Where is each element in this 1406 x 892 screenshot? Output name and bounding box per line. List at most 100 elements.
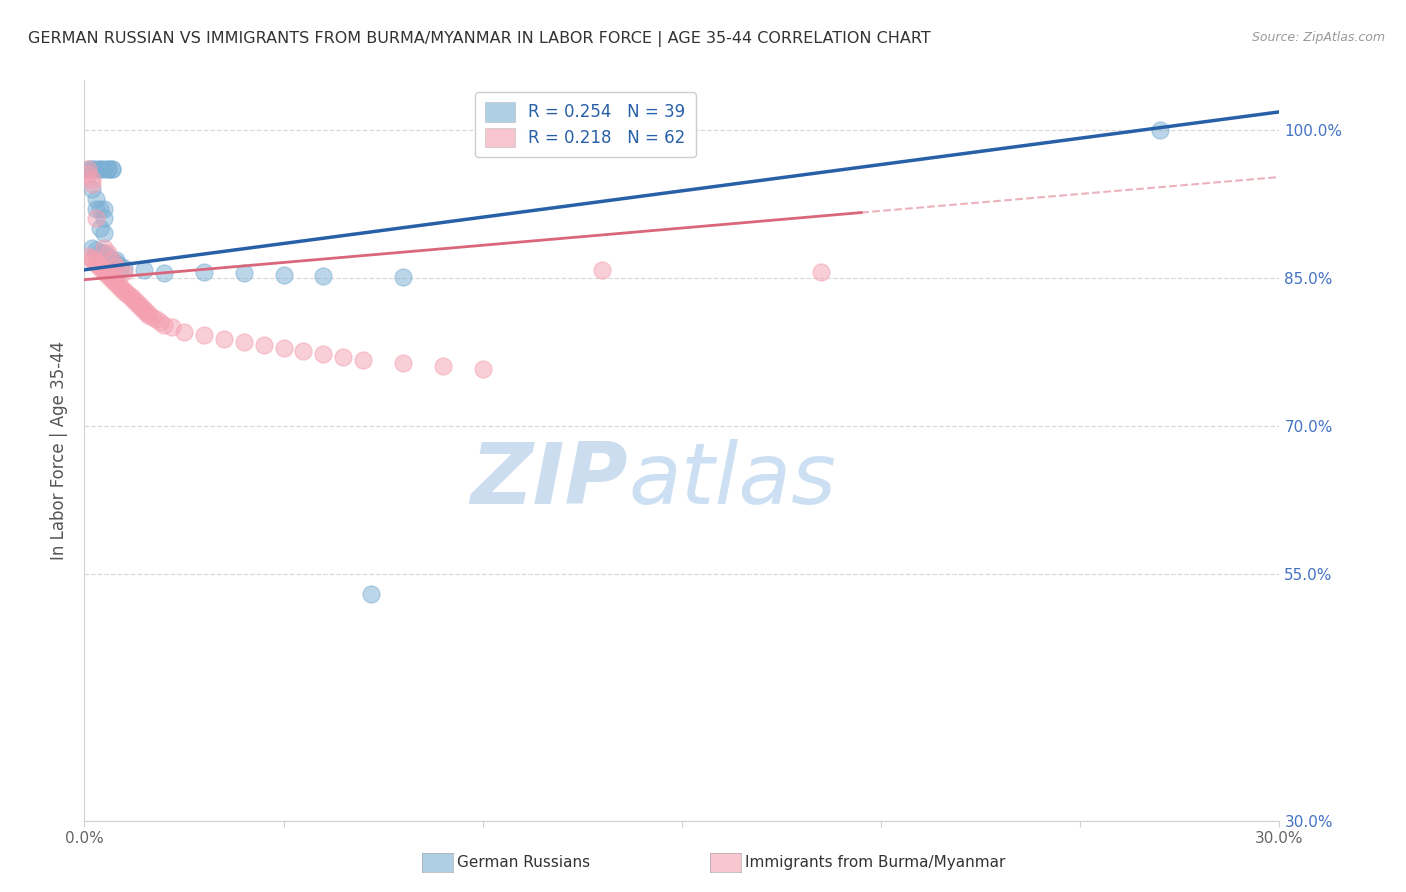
Point bbox=[352, 352, 374, 367]
Point bbox=[110, 278, 132, 293]
Point bbox=[97, 162, 120, 177]
Point bbox=[1149, 122, 1171, 136]
Point bbox=[89, 259, 111, 273]
Text: GERMAN RUSSIAN VS IMMIGRANTS FROM BURMA/MYANMAR IN LABOR FORCE | AGE 35-44 CORRE: GERMAN RUSSIAN VS IMMIGRANTS FROM BURMA/… bbox=[28, 31, 931, 47]
Point bbox=[193, 328, 215, 343]
Point bbox=[125, 294, 148, 309]
Point bbox=[149, 315, 172, 329]
Point bbox=[132, 304, 156, 318]
Point bbox=[101, 162, 124, 177]
Point bbox=[432, 359, 454, 373]
Point bbox=[121, 290, 143, 304]
Point bbox=[101, 273, 124, 287]
Point bbox=[105, 275, 128, 289]
Point bbox=[82, 252, 104, 267]
Point bbox=[105, 252, 128, 267]
Point bbox=[153, 266, 176, 280]
Point bbox=[105, 256, 128, 270]
Point bbox=[160, 320, 183, 334]
Point bbox=[105, 277, 128, 291]
Point bbox=[86, 162, 108, 177]
Point bbox=[212, 332, 235, 346]
Point bbox=[82, 172, 104, 186]
Point bbox=[136, 308, 159, 322]
Point bbox=[132, 302, 156, 317]
Point bbox=[82, 182, 104, 196]
Point bbox=[89, 162, 111, 177]
Point bbox=[145, 312, 167, 326]
Point bbox=[273, 268, 295, 282]
Point bbox=[86, 202, 108, 216]
Point bbox=[810, 265, 832, 279]
Point bbox=[117, 288, 139, 302]
Point bbox=[112, 285, 135, 299]
Point bbox=[153, 318, 176, 332]
Point bbox=[129, 298, 152, 312]
Point bbox=[141, 310, 163, 325]
Point bbox=[392, 356, 415, 370]
Point bbox=[89, 245, 111, 260]
Point bbox=[89, 202, 111, 216]
Point bbox=[93, 202, 115, 216]
Point bbox=[101, 270, 124, 285]
Point bbox=[82, 162, 104, 177]
Point bbox=[117, 286, 139, 301]
Point bbox=[93, 265, 115, 279]
Point bbox=[97, 267, 120, 281]
Y-axis label: In Labor Force | Age 35-44: In Labor Force | Age 35-44 bbox=[51, 341, 69, 560]
Point bbox=[105, 259, 128, 273]
Point bbox=[129, 301, 152, 315]
Point bbox=[77, 162, 100, 177]
Point bbox=[253, 338, 276, 352]
Point bbox=[82, 241, 104, 255]
Point bbox=[273, 341, 295, 355]
Point bbox=[232, 334, 254, 349]
Point bbox=[360, 586, 382, 600]
Point bbox=[232, 266, 254, 280]
Point bbox=[93, 241, 115, 255]
Point bbox=[86, 243, 108, 257]
Point bbox=[112, 265, 135, 279]
Point bbox=[86, 257, 108, 271]
Point bbox=[292, 343, 315, 358]
Point bbox=[193, 265, 215, 279]
Point bbox=[101, 252, 124, 267]
Point bbox=[97, 246, 120, 260]
Point bbox=[97, 251, 120, 265]
Point bbox=[121, 293, 143, 307]
Point bbox=[471, 361, 494, 376]
Point bbox=[132, 262, 156, 277]
Legend: R = 0.254   N = 39, R = 0.218   N = 62: R = 0.254 N = 39, R = 0.218 N = 62 bbox=[475, 92, 696, 158]
Point bbox=[97, 268, 120, 283]
Point bbox=[112, 283, 135, 297]
Point bbox=[93, 227, 115, 241]
Point bbox=[97, 249, 120, 263]
Point bbox=[82, 177, 104, 191]
Point bbox=[97, 162, 120, 177]
Point bbox=[77, 167, 100, 181]
Text: ZIP: ZIP bbox=[471, 439, 628, 522]
Point bbox=[173, 325, 195, 339]
Text: Immigrants from Burma/Myanmar: Immigrants from Burma/Myanmar bbox=[745, 855, 1005, 870]
Point bbox=[112, 260, 135, 275]
Point bbox=[110, 259, 132, 273]
Point bbox=[86, 255, 108, 269]
Point bbox=[110, 262, 132, 277]
Point bbox=[101, 162, 124, 177]
Point bbox=[86, 211, 108, 226]
Point bbox=[77, 249, 100, 263]
Point bbox=[101, 252, 124, 267]
Point bbox=[136, 306, 159, 320]
Point bbox=[89, 221, 111, 235]
Point bbox=[125, 296, 148, 310]
Point bbox=[93, 211, 115, 226]
Point bbox=[82, 162, 104, 177]
Point bbox=[312, 268, 335, 283]
Point bbox=[89, 162, 111, 177]
Point bbox=[392, 269, 415, 284]
Point bbox=[89, 260, 111, 275]
Point bbox=[93, 162, 115, 177]
Point bbox=[93, 246, 115, 260]
Text: Source: ZipAtlas.com: Source: ZipAtlas.com bbox=[1251, 31, 1385, 45]
Point bbox=[82, 251, 104, 265]
